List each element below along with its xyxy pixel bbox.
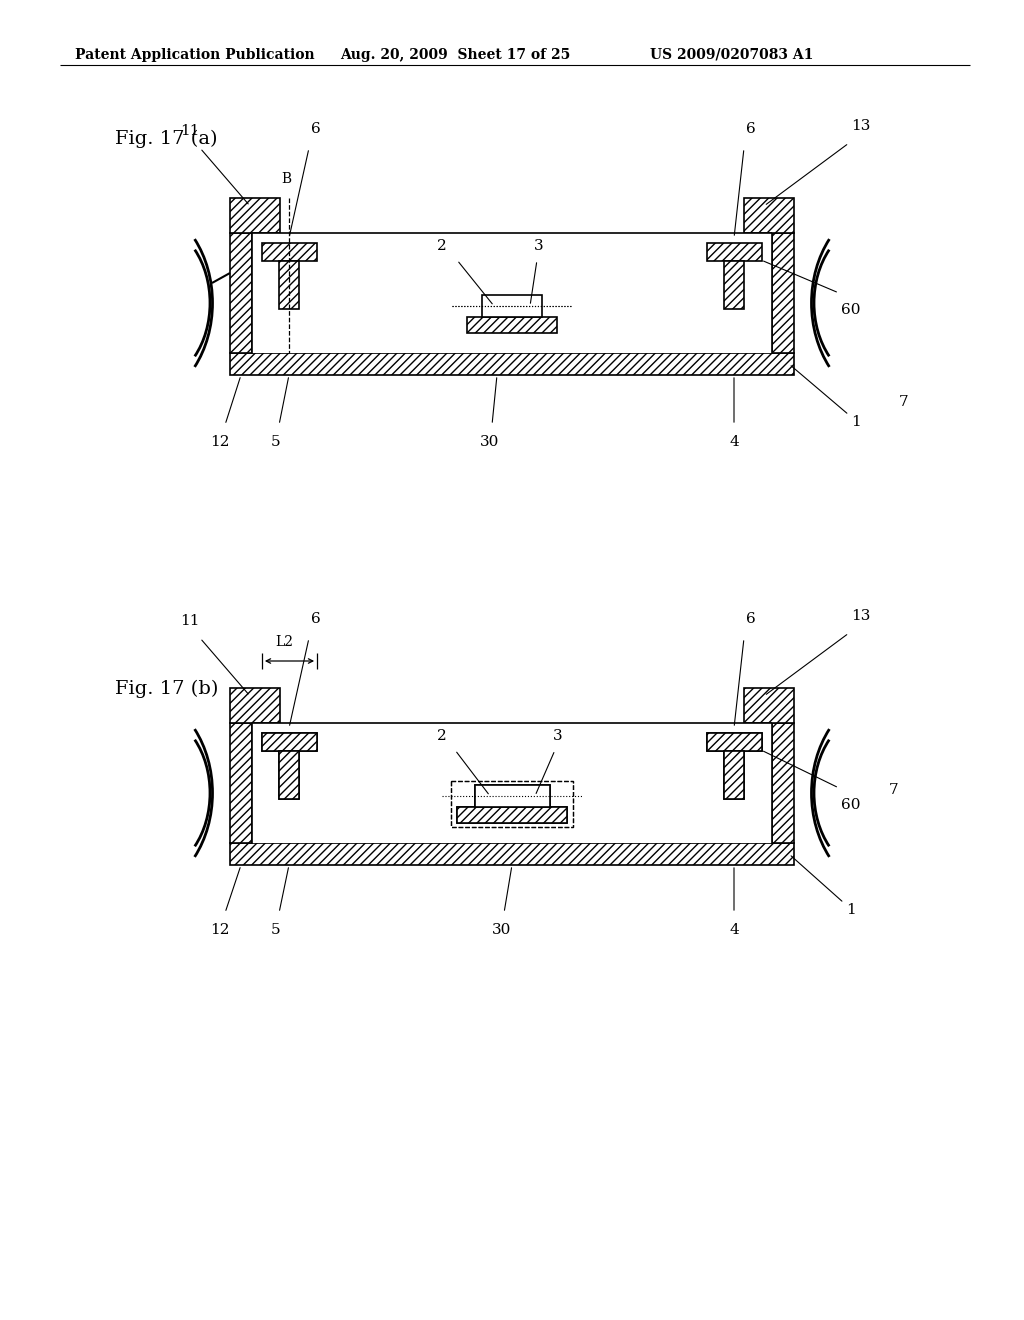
Bar (724, 751, 744, 799)
Bar (457, 807, 567, 822)
Bar (707, 733, 762, 751)
Text: 60: 60 (841, 304, 860, 317)
Bar (262, 243, 317, 261)
Bar (467, 317, 557, 333)
Bar (279, 751, 299, 799)
Text: 1: 1 (851, 414, 861, 429)
Bar (724, 261, 744, 309)
Bar (707, 733, 762, 751)
Text: 6: 6 (311, 612, 321, 626)
Text: 3: 3 (534, 239, 544, 253)
Text: L2: L2 (275, 635, 293, 649)
Bar (482, 294, 542, 317)
Bar (467, 317, 557, 333)
Bar (230, 688, 280, 723)
Bar (262, 733, 317, 751)
Text: 1: 1 (846, 903, 856, 917)
Text: 5: 5 (271, 923, 281, 937)
Text: 30: 30 (492, 923, 511, 937)
Bar (230, 843, 794, 865)
Bar (724, 261, 744, 309)
Text: 13: 13 (851, 609, 870, 623)
Text: 2: 2 (437, 239, 446, 253)
Text: 11: 11 (180, 614, 200, 628)
Bar (279, 261, 299, 309)
Bar (230, 723, 252, 843)
Text: 11: 11 (180, 124, 200, 139)
Text: 13: 13 (851, 119, 870, 133)
Text: 2: 2 (437, 729, 446, 743)
Text: 12: 12 (210, 436, 229, 449)
Text: 6: 6 (311, 121, 321, 136)
Text: B: B (281, 172, 291, 186)
Text: 3: 3 (553, 729, 562, 743)
Bar (279, 751, 299, 799)
Bar (744, 198, 794, 234)
Text: 5: 5 (271, 436, 281, 449)
Text: 6: 6 (746, 121, 756, 136)
Text: 4: 4 (729, 923, 738, 937)
Bar (451, 781, 573, 828)
Bar (279, 261, 299, 309)
Bar (707, 243, 762, 261)
Bar (230, 198, 280, 234)
Bar (262, 733, 317, 751)
Bar (724, 751, 744, 799)
Bar (475, 785, 550, 807)
Text: Fig. 17 (a): Fig. 17 (a) (115, 129, 217, 148)
Text: Patent Application Publication: Patent Application Publication (75, 48, 314, 62)
Text: 4: 4 (729, 436, 738, 449)
Text: Aug. 20, 2009  Sheet 17 of 25: Aug. 20, 2009 Sheet 17 of 25 (340, 48, 570, 62)
Bar (482, 294, 542, 317)
Text: Fig. 17 (b): Fig. 17 (b) (115, 680, 218, 698)
Text: 60: 60 (841, 799, 860, 812)
Text: 7: 7 (889, 783, 899, 797)
Text: 7: 7 (899, 395, 908, 409)
Text: 12: 12 (210, 923, 229, 937)
Bar (750, 743, 772, 756)
Bar (230, 352, 794, 375)
Bar (772, 723, 794, 843)
Bar (252, 234, 772, 352)
Bar (451, 781, 573, 828)
Bar (262, 243, 317, 261)
Bar (475, 785, 550, 807)
Text: US 2009/0207083 A1: US 2009/0207083 A1 (650, 48, 813, 62)
Text: 30: 30 (480, 436, 500, 449)
Bar (744, 688, 794, 723)
Bar (750, 253, 772, 267)
Bar (252, 723, 772, 843)
Bar (772, 234, 794, 352)
Text: 6: 6 (746, 612, 756, 626)
Bar (457, 807, 567, 822)
Bar (230, 234, 252, 352)
Bar (707, 243, 762, 261)
